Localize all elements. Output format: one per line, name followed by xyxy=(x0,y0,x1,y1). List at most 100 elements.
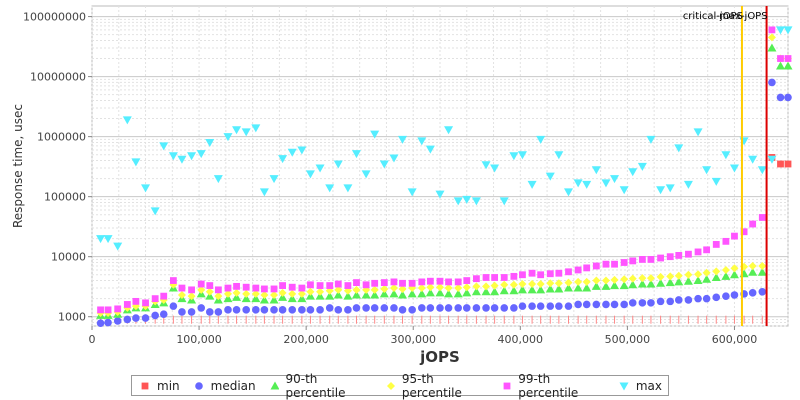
data-point xyxy=(656,278,666,287)
data-point xyxy=(591,166,601,175)
data-point xyxy=(510,304,518,312)
x-tick-label: 200,000 xyxy=(283,333,329,346)
data-point xyxy=(519,271,526,279)
data-point xyxy=(252,284,260,292)
series-99-th-percentile xyxy=(97,26,792,314)
data-point xyxy=(178,284,186,292)
data-point xyxy=(582,300,591,309)
data-point xyxy=(638,299,647,307)
data-point xyxy=(675,252,683,259)
data-point xyxy=(536,285,546,294)
data-point xyxy=(278,306,287,314)
data-point xyxy=(379,160,389,169)
data-point xyxy=(371,279,379,287)
data-point xyxy=(545,284,555,293)
data-point xyxy=(656,297,665,306)
data-point xyxy=(436,304,444,312)
data-point xyxy=(783,61,793,70)
data-point xyxy=(685,250,692,258)
data-point xyxy=(389,289,399,298)
data-point xyxy=(398,284,407,293)
data-point xyxy=(748,267,758,276)
data-point xyxy=(169,277,177,284)
data-point xyxy=(491,274,499,281)
data-point xyxy=(370,290,380,299)
data-point xyxy=(316,282,324,289)
data-point xyxy=(298,284,306,292)
legend-label: 90-th percentile xyxy=(285,371,346,400)
data-point xyxy=(343,291,353,300)
data-point xyxy=(758,214,766,221)
data-point xyxy=(646,279,656,288)
data-point xyxy=(123,301,131,308)
data-point xyxy=(628,280,638,289)
data-point xyxy=(462,195,472,204)
data-point xyxy=(417,304,426,312)
data-point xyxy=(113,317,122,325)
data-point xyxy=(333,290,343,299)
data-point xyxy=(398,135,408,144)
data-point xyxy=(666,297,675,306)
data-point xyxy=(564,302,573,310)
data-point xyxy=(554,279,563,288)
data-point xyxy=(666,253,674,261)
data-point xyxy=(684,270,693,279)
data-point xyxy=(749,220,757,228)
data-point xyxy=(528,280,537,289)
data-point xyxy=(334,285,343,294)
data-point xyxy=(582,180,592,189)
legend-item: min xyxy=(139,379,180,393)
data-point xyxy=(694,248,702,256)
data-point xyxy=(380,304,389,312)
data-point xyxy=(435,190,445,199)
data-point xyxy=(777,55,784,62)
data-point xyxy=(537,271,545,279)
data-point xyxy=(426,304,435,312)
data-point xyxy=(721,271,731,280)
data-point xyxy=(399,279,406,287)
data-point xyxy=(417,289,427,298)
legend-swatch xyxy=(194,381,203,390)
data-point xyxy=(646,135,656,144)
data-point xyxy=(554,284,564,293)
data-point xyxy=(473,275,480,283)
y-tick-label: 10000 xyxy=(51,251,86,264)
data-series xyxy=(96,26,793,327)
data-point xyxy=(471,287,481,296)
data-point xyxy=(620,275,629,284)
data-point xyxy=(748,155,758,164)
data-point xyxy=(674,277,684,286)
data-point xyxy=(784,93,792,102)
data-point xyxy=(620,259,628,266)
data-point xyxy=(196,150,206,159)
data-point xyxy=(722,237,730,245)
legend-symbol xyxy=(504,382,511,389)
data-point xyxy=(197,285,206,294)
series-95-th-percentile xyxy=(96,33,792,318)
data-point xyxy=(721,265,730,274)
data-point xyxy=(232,288,241,297)
data-point xyxy=(353,279,360,286)
data-point xyxy=(288,289,297,298)
data-point xyxy=(343,184,353,193)
data-point xyxy=(574,300,582,309)
data-point xyxy=(425,145,435,154)
data-point xyxy=(436,277,444,285)
data-point xyxy=(602,260,610,268)
data-point xyxy=(528,302,536,310)
x-tick-label: 300,000 xyxy=(390,333,436,346)
data-point xyxy=(601,276,610,285)
data-point xyxy=(481,287,491,296)
data-point xyxy=(454,284,463,293)
data-point xyxy=(297,146,307,155)
legend-swatch xyxy=(270,381,280,389)
data-point xyxy=(748,261,757,270)
data-point xyxy=(325,184,335,193)
data-point xyxy=(197,304,206,312)
data-point xyxy=(169,302,178,310)
data-point xyxy=(454,304,463,312)
data-point xyxy=(223,289,232,298)
data-point xyxy=(407,188,417,197)
data-point xyxy=(205,138,215,147)
data-point xyxy=(142,299,149,307)
